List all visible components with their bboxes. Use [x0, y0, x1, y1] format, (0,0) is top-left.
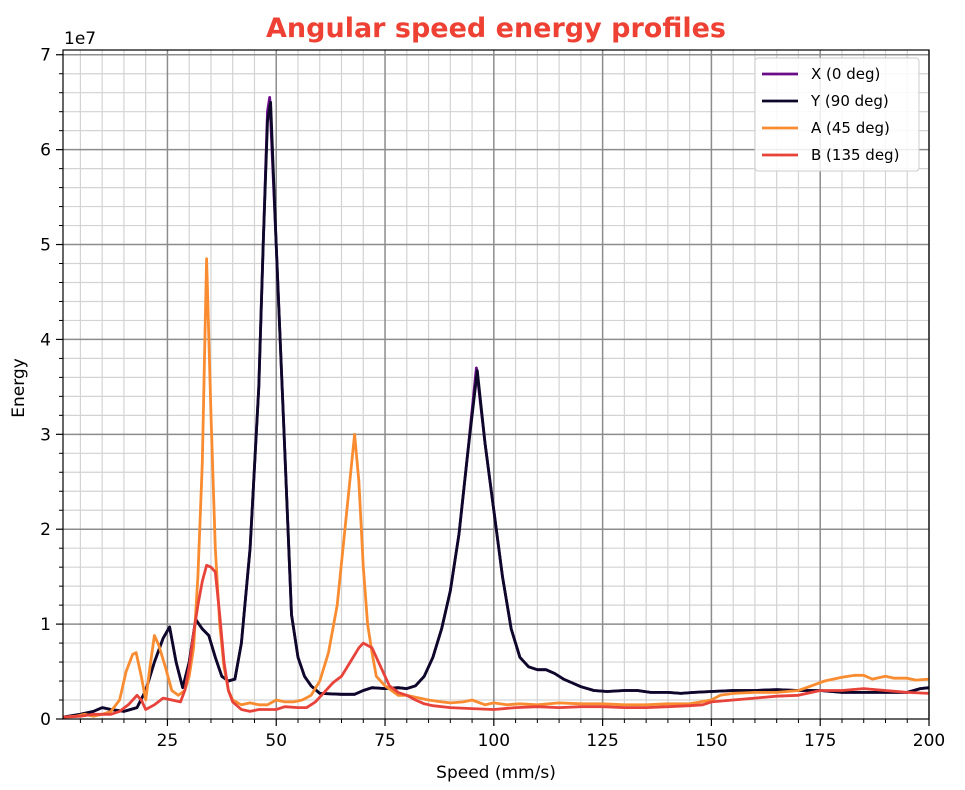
- x-tick-label: 175: [804, 731, 836, 751]
- legend-items: X (0 deg) Y (90 deg) A (45 deg) B (135 deg): [762, 65, 899, 164]
- legend-box: [754, 57, 920, 172]
- legend-label: B (135 deg): [811, 146, 899, 164]
- y-tick-label: 5: [40, 236, 51, 256]
- series-layer: [62, 96, 930, 719]
- y-tick-label: 1: [40, 615, 51, 635]
- y-tick-label: 4: [40, 330, 51, 350]
- x-tick-label: 150: [695, 731, 727, 751]
- legend-label: A (45 deg): [811, 119, 890, 137]
- x-tick-label: 75: [374, 731, 396, 751]
- x-tick-label: 200: [913, 731, 945, 751]
- legend-label: X (0 deg): [811, 65, 880, 83]
- legend: X (0 deg) Y (90 deg) A (45 deg) B (135 deg): [754, 57, 920, 172]
- series-line-3: [62, 257, 930, 719]
- y-tick-label: 0: [40, 710, 51, 730]
- series-line-4: [62, 563, 930, 719]
- series-line-2: [62, 100, 930, 719]
- grid-layer: [63, 50, 930, 719]
- x-tick-label: 25: [157, 731, 179, 751]
- x-tick-label: 125: [586, 731, 618, 751]
- chart-title: Angular speed energy profiles: [266, 13, 726, 44]
- x-tick-label: 100: [478, 731, 510, 751]
- plot-frame: [62, 49, 930, 720]
- y-axis-label: Energy: [9, 358, 29, 418]
- y-tick-label: 7: [40, 46, 51, 66]
- y-tick-label: 3: [40, 425, 51, 445]
- x-axis-label: Speed (mm/s): [436, 763, 556, 783]
- ticks-layer: 25 50 75 100 125 150 175 200 0 1 2 3 4 5 6 7: [40, 46, 945, 751]
- y-tick-label: 2: [40, 520, 51, 540]
- y-tick-label: 6: [40, 141, 51, 161]
- y-offset-text: 1e7: [64, 29, 96, 49]
- x-tick-label: 50: [265, 731, 287, 751]
- legend-label: Y (90 deg): [810, 92, 889, 110]
